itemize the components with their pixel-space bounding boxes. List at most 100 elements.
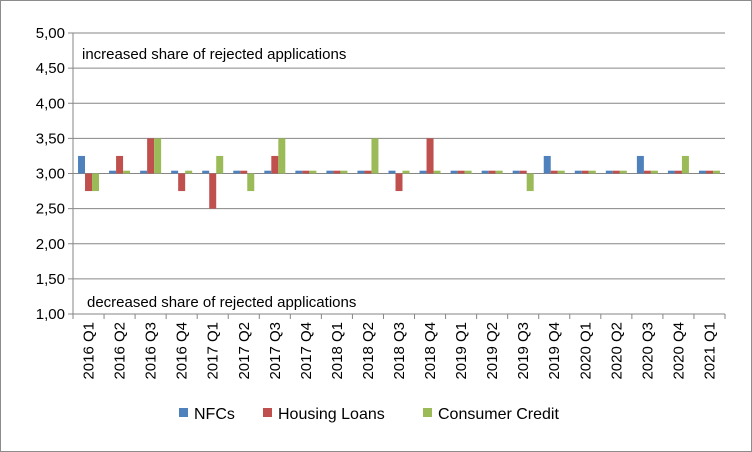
bar-nfcs: [109, 170, 117, 174]
x-tick-label: 2018 Q4: [422, 322, 439, 380]
bar-consumer-credit: [154, 138, 162, 174]
legend-swatch: [179, 408, 188, 417]
x-tick-label: 2019 Q1: [453, 322, 470, 380]
y-tick-label: 1,00: [36, 306, 65, 323]
x-tick-label: 2016 Q4: [174, 322, 191, 380]
bar-housing-loans: [209, 173, 217, 209]
bar-housing-loans: [519, 170, 527, 174]
bar-consumer-credit: [619, 170, 627, 174]
x-tick-label: 2019 Q4: [546, 322, 563, 380]
bars: [78, 138, 720, 209]
legend-label: Housing Loans: [278, 406, 385, 423]
bar-housing-loans: [333, 170, 341, 174]
x-tick-label: 2019 Q2: [484, 322, 501, 380]
x-tick-label: 2017 Q4: [298, 322, 315, 380]
legend: NFCs Housing Loans Consumer Credit: [179, 406, 559, 423]
bar-consumer-credit: [278, 138, 286, 174]
legend-label: NFCs: [194, 406, 235, 423]
legend-swatch: [423, 408, 432, 417]
bar-housing-loans: [116, 155, 124, 174]
annotation-decreased: decreased share of rejected applications: [87, 294, 356, 311]
x-tick-label: 2018 Q2: [360, 322, 377, 380]
y-tick-label: 2,00: [36, 236, 65, 253]
bar-nfcs: [233, 170, 241, 174]
bar-housing-loans: [581, 170, 589, 174]
y-tick-label: 3,00: [36, 166, 65, 183]
bar-nfcs: [202, 170, 210, 174]
bar-nfcs: [636, 155, 644, 174]
x-tick-label: 2017 Q1: [205, 322, 222, 380]
bar-nfcs: [543, 155, 551, 174]
bar-housing-loans: [612, 170, 620, 174]
bar-consumer-credit: [588, 170, 596, 174]
x-tick-labels: 2016 Q1 2016 Q2 2016 Q3 2016 Q4 2017 Q1 2017 …: [81, 322, 719, 380]
bar-housing-loans: [271, 155, 279, 174]
bar-nfcs: [78, 155, 86, 174]
x-tick-label: 2020 Q2: [608, 322, 625, 380]
bar-nfcs: [264, 170, 272, 174]
bar-nfcs: [357, 170, 365, 174]
gridlines: [73, 32, 725, 280]
bar-housing-loans: [178, 173, 186, 192]
y-tick-labels: 1,00 1,50 2,00 2,50 3,00 3,50 4,00 4,50 5,00: [36, 25, 65, 323]
bar-consumer-credit: [464, 170, 472, 174]
x-tick-label: 2020 Q1: [577, 322, 594, 380]
bar-consumer-credit: [309, 170, 317, 174]
bar-consumer-credit: [92, 173, 100, 192]
bar-nfcs: [388, 170, 396, 174]
bar-housing-loans: [550, 170, 558, 174]
bar-nfcs: [667, 170, 675, 174]
x-tick-label: 2016 Q3: [143, 322, 160, 380]
bar-housing-loans: [302, 170, 310, 174]
bar-housing-loans: [85, 173, 93, 192]
x-tick-label: 2021 Q1: [701, 322, 718, 380]
bar-housing-loans: [147, 138, 155, 174]
bar-nfcs: [605, 170, 613, 174]
annotation-increased: increased share of rejected applications: [82, 46, 346, 63]
legend-label: Consumer Credit: [438, 406, 559, 423]
x-tick-label: 2016 Q2: [112, 322, 129, 380]
bar-consumer-credit: [495, 170, 503, 174]
bar-consumer-credit: [433, 170, 441, 174]
bar-consumer-credit: [526, 173, 534, 192]
bar-housing-loans: [364, 170, 372, 174]
y-tick-label: 3,50: [36, 130, 65, 147]
bar-housing-loans: [426, 138, 434, 174]
legend-swatch: [263, 408, 272, 417]
bar-nfcs: [512, 170, 520, 174]
bar-housing-loans: [457, 170, 465, 174]
bar-consumer-credit: [340, 170, 348, 174]
bar-housing-loans: [395, 173, 403, 192]
bar-housing-loans: [705, 170, 713, 174]
bar-nfcs: [574, 170, 582, 174]
bar-nfcs: [698, 170, 706, 174]
bar-nfcs: [419, 170, 427, 174]
bar-nfcs: [450, 170, 458, 174]
bar-consumer-credit: [185, 170, 193, 174]
bar-housing-loans: [643, 170, 651, 174]
bar-nfcs: [481, 170, 489, 174]
y-tick-label: 5,00: [36, 25, 65, 42]
bar-consumer-credit: [681, 155, 689, 174]
bar-nfcs: [295, 170, 303, 174]
bar-consumer-credit: [557, 170, 565, 174]
x-tick-label: 2020 Q4: [670, 322, 687, 380]
bar-nfcs: [326, 170, 334, 174]
bar-housing-loans: [674, 170, 682, 174]
bar-consumer-credit: [712, 170, 720, 174]
bar-nfcs: [171, 170, 179, 174]
x-tick-label: 2017 Q3: [267, 322, 284, 380]
bar-consumer-credit: [247, 173, 255, 192]
x-tick-label: 2018 Q3: [391, 322, 408, 380]
y-tick-label: 1,50: [36, 271, 65, 288]
bar-housing-loans: [240, 170, 248, 174]
x-tick-label: 2016 Q1: [81, 322, 98, 380]
bar-consumer-credit: [123, 170, 131, 174]
bar-consumer-credit: [402, 170, 410, 174]
y-tick-label: 2,50: [36, 201, 65, 218]
y-tick-label: 4,00: [36, 95, 65, 112]
x-tick-label: 2018 Q1: [329, 322, 346, 380]
y-tick-label: 4,50: [36, 60, 65, 77]
x-tick-label: 2017 Q2: [236, 322, 253, 380]
